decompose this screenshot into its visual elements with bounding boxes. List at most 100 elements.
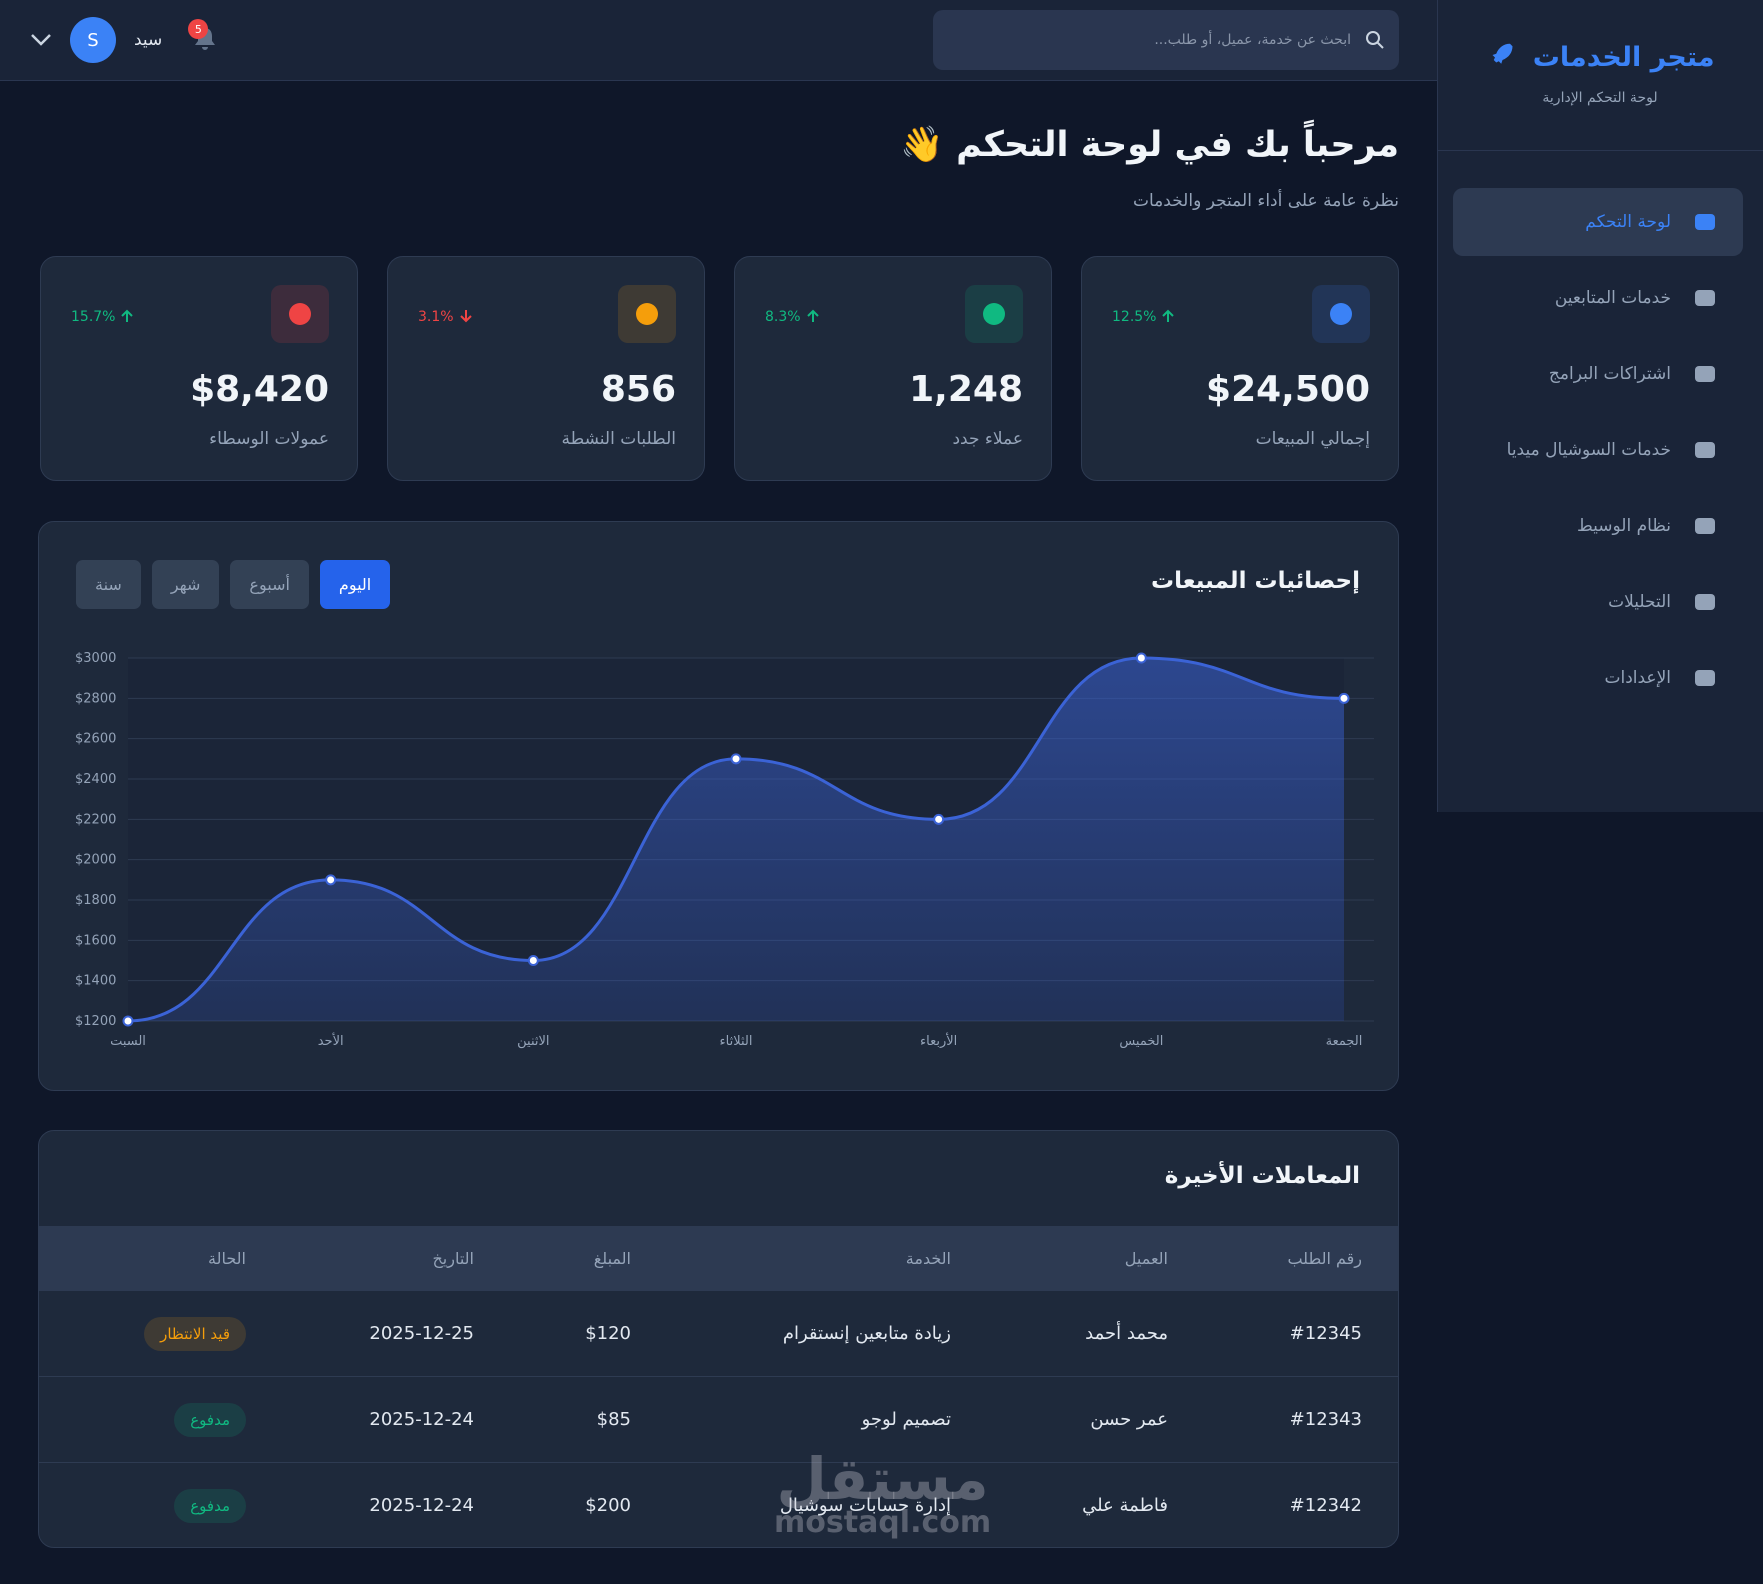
stat-change: 3.1% (418, 309, 473, 325)
x-tick-label: الاثنين (517, 1034, 549, 1049)
y-tick-label: $2200 (75, 812, 116, 827)
cell: #12345 (1289, 1323, 1362, 1344)
point (730, 753, 742, 765)
user-name: سيد (134, 30, 163, 50)
y-tick-label: $1600 (75, 933, 116, 948)
trend-arrow-shape (121, 309, 134, 322)
nav-item[interactable]: الإعدادات (1453, 644, 1743, 712)
brand: متجر الخدمات لوحة التحكم الإدارية (1437, 0, 1763, 151)
cell: عمر حسن (1090, 1409, 1168, 1430)
nav-item[interactable]: خدمات السوشيال ميديا (1453, 416, 1743, 484)
trend-arrow-shape (1162, 309, 1175, 322)
stat-icon-shape (1330, 303, 1352, 325)
nav-icon (1695, 594, 1715, 610)
stat-card: 8.3% 1,248 عملاء جدد (734, 256, 1052, 481)
sidebar: متجر الخدمات لوحة التحكم الإدارية لوحة ا… (1437, 0, 1763, 812)
stat-value: 856 (600, 369, 676, 410)
header-cell: الحالة (208, 1249, 246, 1268)
header-cell: التاريخ (432, 1249, 474, 1268)
welcome-title: مرحباً بك في لوحة التحكم 👋 (900, 125, 1399, 165)
nav-icon (1695, 518, 1715, 534)
stat-change: 8.3% (765, 309, 820, 325)
stat-icon-shape (289, 303, 311, 325)
stat-icon (1312, 285, 1370, 343)
notification-bell[interactable]: 5 (188, 19, 222, 55)
point (325, 874, 337, 886)
period-tab[interactable]: اليوم (319, 560, 391, 609)
stat-label: عمولات الوسطاء (209, 429, 329, 449)
trend-arrow-shape (459, 310, 472, 323)
cell: #12342 (1289, 1495, 1362, 1516)
status-badge: مدفوع (174, 1488, 246, 1523)
chevron-icon (31, 34, 51, 46)
stat-change-value: 8.3% (765, 309, 801, 325)
stat-icon (618, 285, 676, 343)
search-box[interactable]: ابحث عن خدمة، عميل، أو طلب... (933, 10, 1399, 70)
y-tick-label: $1200 (75, 1014, 116, 1029)
table-row: #12345 محمد أحمد زيادة متابعين إنستقرام $12… (39, 1291, 1398, 1377)
stat-card: 12.5% $24,500 إجمالي المبيعات (1081, 256, 1399, 481)
y-tick-label: $3000 (75, 651, 116, 666)
brand-name: متجر الخدمات (1437, 40, 1763, 73)
nav-icon (1695, 290, 1715, 306)
watermark: مستقل mostaql.com (774, 1450, 991, 1538)
nav-item[interactable]: لوحة التحكم (1453, 188, 1743, 256)
cell: زيادة متابعين إنستقرام (782, 1323, 951, 1344)
nav-icon-shape (1695, 290, 1715, 306)
stat-icon-shape (636, 303, 658, 325)
status-badge: مدفوع (174, 1402, 246, 1437)
stat-icon-shape (983, 303, 1005, 325)
nav-label: خدمات السوشيال ميديا (1506, 440, 1671, 460)
nav-icon (1695, 670, 1715, 686)
y-tick-label: $2800 (75, 691, 116, 706)
watermark-url: mostaql.com (774, 1505, 992, 1540)
table-title: المعاملات الأخيرة (1164, 1163, 1360, 1189)
user-menu[interactable]: S سيد 5 (30, 17, 222, 63)
stat-icon-glyph (1330, 303, 1352, 325)
trend-arrow (1162, 309, 1175, 322)
cell: $120 (585, 1323, 631, 1344)
rocket-icon (1492, 43, 1513, 64)
stat-card: 3.1% 856 الطلبات النشطة (387, 256, 705, 481)
stat-change-value: 15.7% (71, 309, 116, 325)
cell: تصميم لوجو (861, 1409, 951, 1430)
x-tick-label: الأربعاء (920, 1032, 957, 1049)
nav-icon (1695, 366, 1715, 382)
nav-item[interactable]: اشتراكات البرامج (1453, 340, 1743, 408)
stat-label: عملاء جدد (952, 429, 1023, 449)
point (122, 1015, 134, 1027)
nav-item[interactable]: التحليلات (1453, 568, 1743, 636)
brand-text: متجر الخدمات (1532, 42, 1715, 73)
period-tab[interactable]: أسبوع (230, 560, 309, 609)
y-tick-label: $2000 (75, 853, 116, 868)
nav-icon-shape (1695, 518, 1715, 534)
trend-arrow (806, 309, 819, 322)
point (933, 813, 945, 825)
stat-value: $24,500 (1206, 369, 1370, 410)
nav-item[interactable]: نظام الوسيط (1453, 492, 1743, 560)
period-tab[interactable]: سنة (76, 560, 141, 609)
point (1135, 652, 1147, 664)
nav-item[interactable]: خدمات المتابعين (1453, 264, 1743, 332)
brand-subtitle: لوحة التحكم الإدارية (1542, 90, 1658, 106)
status-badge: قيد الانتظار (144, 1316, 246, 1351)
avatar: S (70, 17, 116, 63)
nav-icon-shape (1695, 594, 1715, 610)
period-tab[interactable]: شهر (151, 560, 220, 609)
cell: إدارة حسابات سوشيال (779, 1495, 951, 1516)
stat-change-value: 3.1% (418, 309, 454, 325)
stat-change: 15.7% (71, 309, 134, 325)
stat-icon-glyph (983, 303, 1005, 325)
y-tick-label: $2600 (75, 732, 116, 747)
chart: $1200 $1400 $1600 $1800 $2000 $2200 $2400 $2600… (75, 651, 1374, 1049)
watermark-text: مستقل (776, 1445, 989, 1513)
cell: محمد أحمد (1085, 1323, 1168, 1344)
stat-card: 15.7% $8,420 عمولات الوسطاء (40, 256, 358, 481)
nav: لوحة التحكم خدمات المتابعين اشتراكات البرا… (1453, 188, 1743, 720)
point (527, 955, 539, 966)
x-tick-label: السبت (110, 1034, 146, 1049)
y-tick-label: $1400 (75, 974, 116, 989)
stat-icon-glyph (289, 303, 311, 325)
cell: $200 (585, 1495, 631, 1516)
